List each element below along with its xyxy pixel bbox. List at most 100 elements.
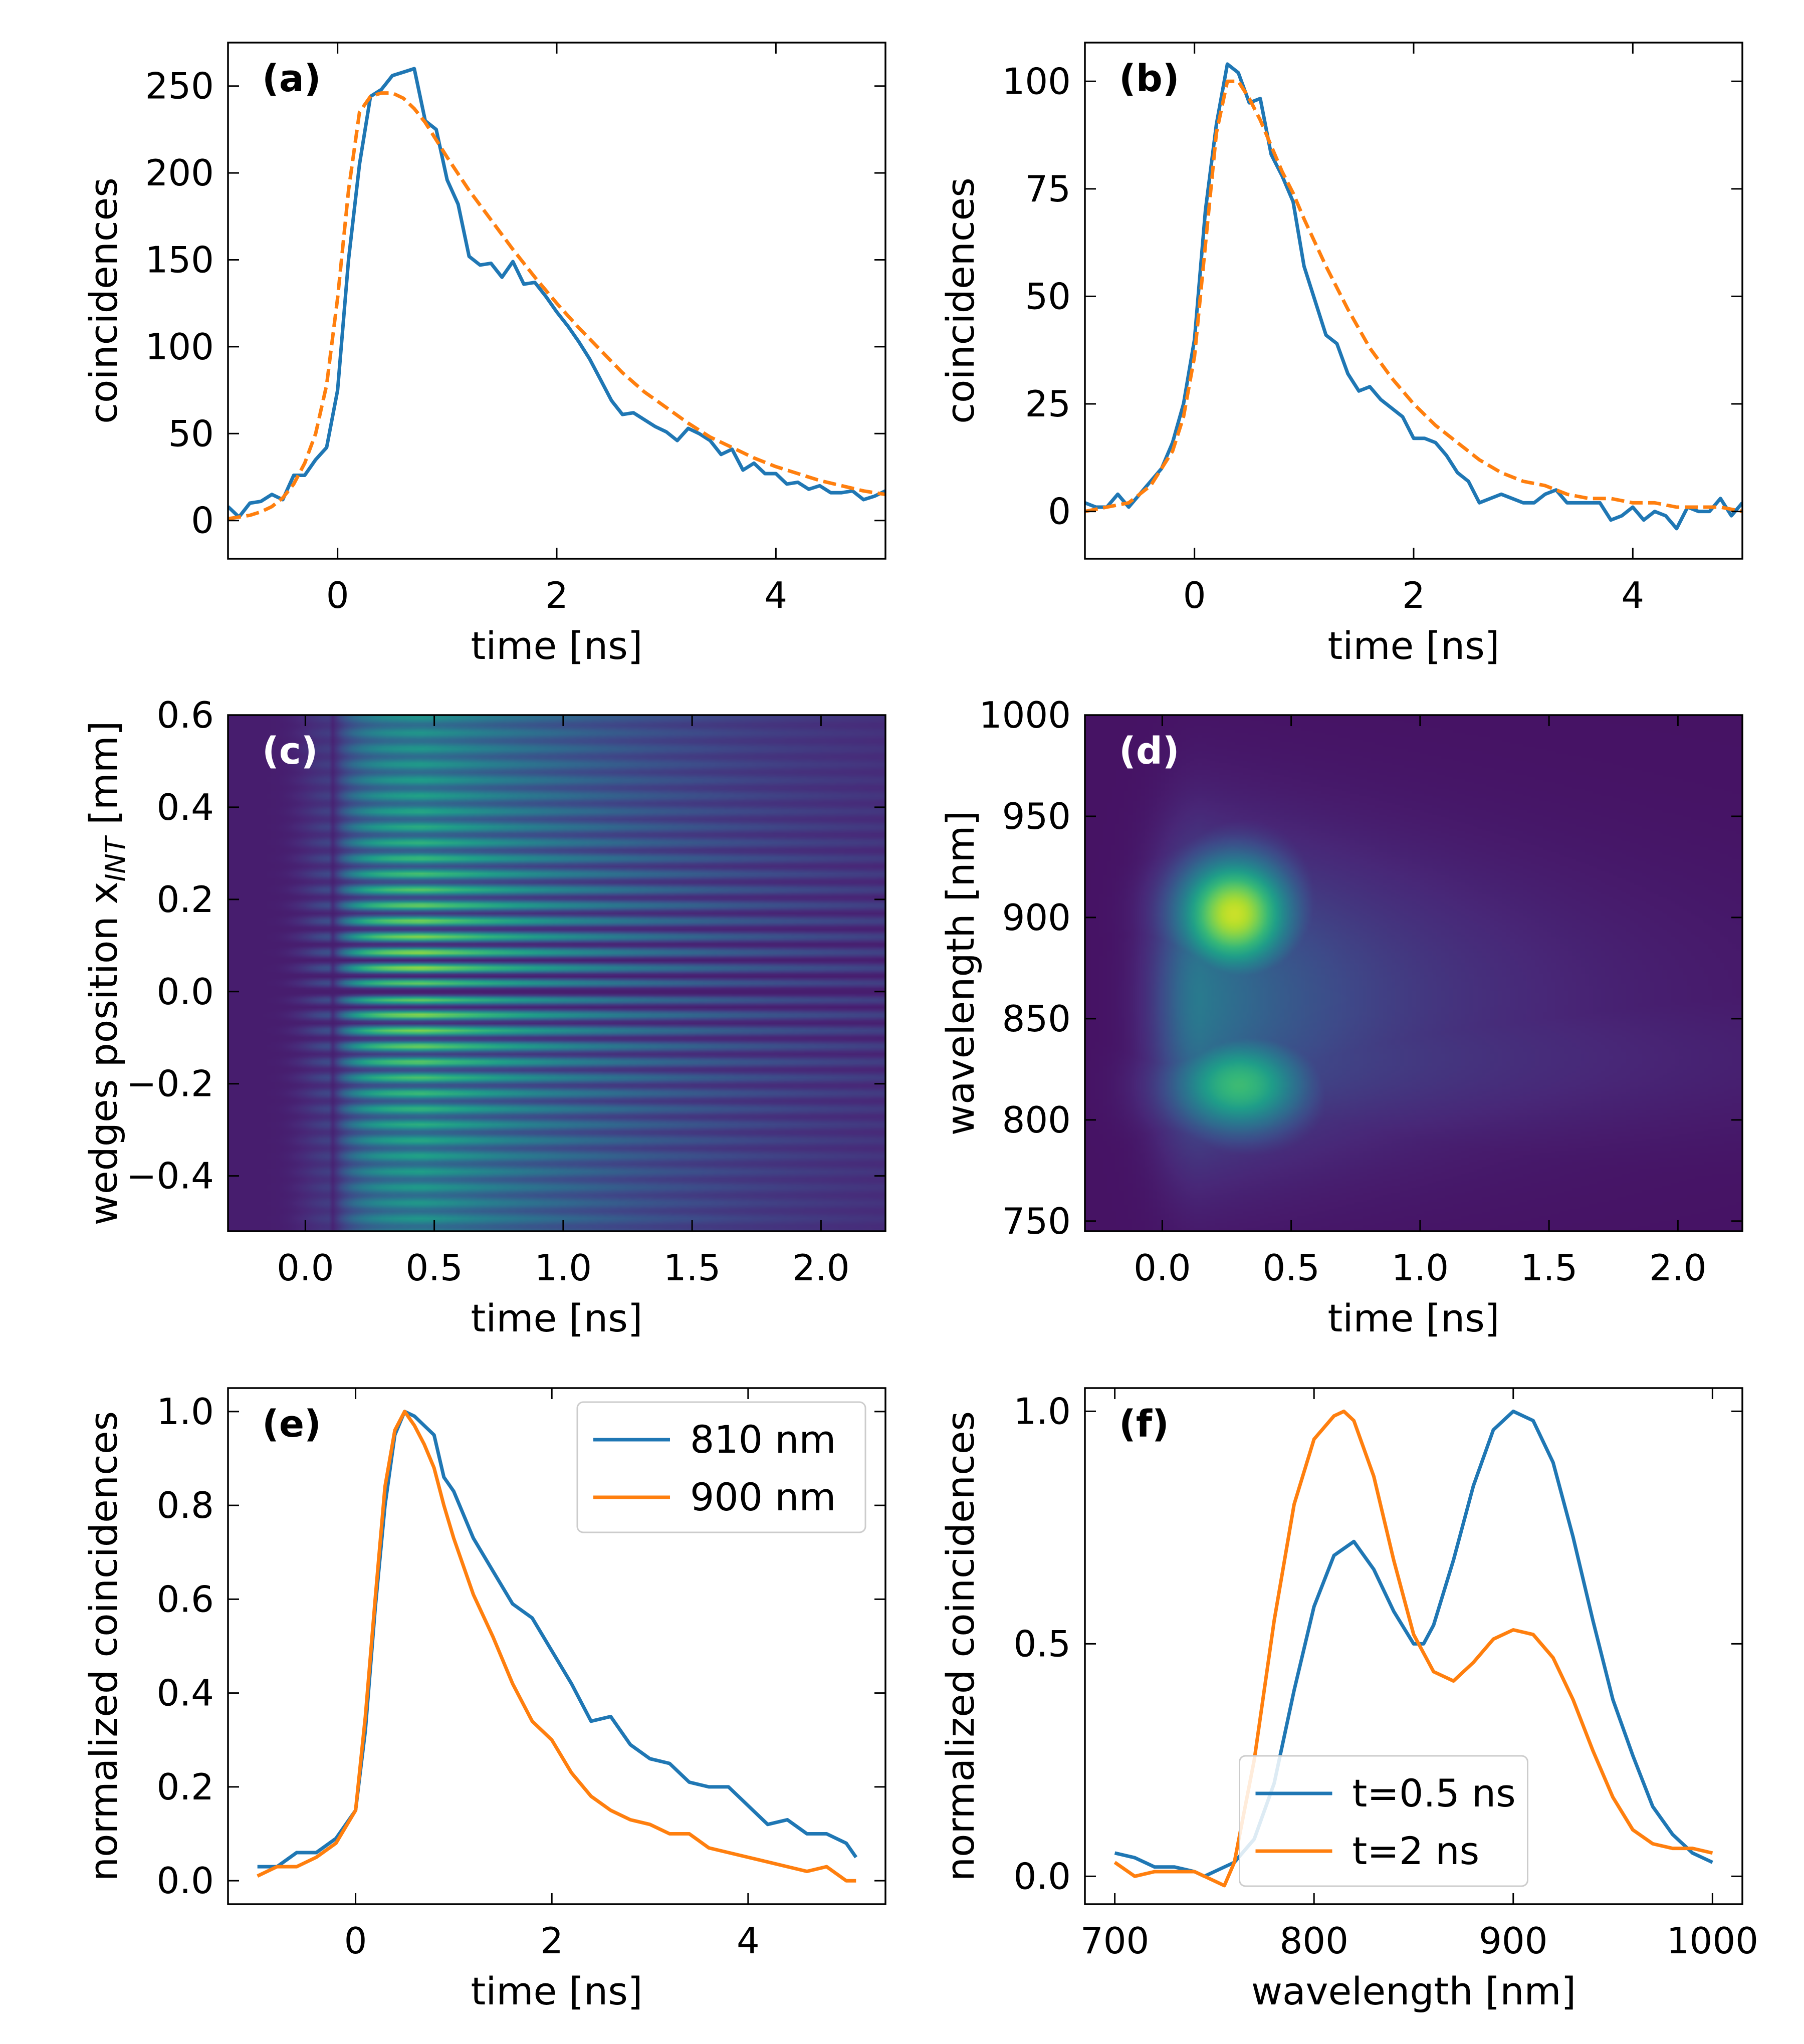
y-tick-label: 1.0 (156, 1391, 214, 1433)
y-tick-label: 200 (145, 152, 214, 194)
y-tick-label: 0.0 (1013, 1855, 1071, 1897)
y-tick-label: 100 (145, 326, 214, 368)
y-label-unit: [mm] (81, 721, 126, 837)
x-tick-label: 2 (1402, 574, 1425, 616)
x-tick-label: 4 (764, 574, 787, 616)
panel-label: (c) (262, 730, 318, 773)
y-tick-label: 0.2 (156, 878, 214, 921)
x-tick-label: 0 (1183, 574, 1206, 616)
plot-frame (227, 1387, 886, 1905)
y-tick-label: 0.6 (156, 694, 214, 736)
y-tick-label: 50 (1025, 275, 1071, 317)
y-axis-label: wedges position xINT [mm] (81, 721, 131, 1226)
legend-box (576, 1401, 866, 1533)
x-tick-label: 0.0 (1134, 1247, 1191, 1289)
x-tick-label: 0.5 (405, 1247, 463, 1289)
y-tick-label: 0 (1048, 491, 1071, 533)
y-tick-label: 1000 (979, 694, 1071, 736)
x-axis-label: time [ns] (471, 623, 643, 668)
x-tick-label: 2 (545, 574, 568, 616)
x-tick-label: 0 (344, 1920, 367, 1962)
y-label-subscript: INT (100, 835, 131, 881)
x-tick-label: 900 (1479, 1920, 1547, 1962)
x-axis-label: time [ns] (1328, 623, 1500, 668)
panel-a: 0 2 4 0 50 100 150 200 250 time [ns] coincidences (… (81, 42, 886, 668)
y-tick-label: 800 (1002, 1099, 1071, 1141)
legend-box (1239, 1755, 1528, 1887)
y-tick-label: 75 (1025, 168, 1071, 210)
x-axis-label: time [ns] (471, 1969, 643, 2013)
x-axis-label: time [ns] (471, 1296, 643, 1340)
y-tick-label: 25 (1025, 383, 1071, 425)
x-tick-label: 2.0 (1649, 1247, 1707, 1289)
panel-b: 0 2 4 0 25 50 75 100 time [ns] coincidences (b) (938, 42, 1743, 668)
y-tick-label: 50 (168, 412, 214, 455)
x-tick-label: 0 (326, 574, 349, 616)
series-line-measured (1085, 62, 1742, 531)
y-tick-label: 0 (191, 500, 214, 542)
x-tick-label: 4 (1621, 574, 1644, 616)
y-tick-label: 1.0 (1013, 1390, 1071, 1432)
legend-label: 810 nm (690, 1417, 836, 1462)
series-line-fit (228, 91, 885, 521)
x-tick-label: 1000 (1667, 1920, 1758, 1962)
x-tick-label: 0.5 (1262, 1247, 1320, 1289)
panel-c: 0.0 0.5 1.0 1.5 2.0 −0.4 −0.2 0.0 0.2 0.4 0.6 time … (81, 694, 886, 1340)
series-line-fit (1085, 79, 1742, 514)
y-tick-label: 900 (1002, 896, 1071, 939)
heatmap-image (1085, 715, 1742, 1231)
panel-e: 0 2 4 0.0 0.2 0.4 0.6 0.8 1.0 time [ns] normalized… (81, 1387, 886, 2013)
y-tick-label: −0.4 (126, 1155, 214, 1197)
panel-label: (e) (262, 1403, 321, 1446)
plot-frame (1084, 1387, 1743, 1905)
y-axis-label: wavelength [nm] (938, 811, 983, 1135)
y-tick-label: 0.4 (156, 786, 214, 828)
y-tick-label: 0.8 (156, 1484, 214, 1526)
x-tick-label: 0.0 (277, 1247, 334, 1289)
y-tick-label: 0.0 (156, 1860, 214, 1902)
heatmap-image (228, 715, 885, 1231)
y-tick-label: 0.6 (156, 1578, 214, 1620)
series-line-t-2-ns (1113, 1409, 1713, 1888)
panel-label: (a) (262, 57, 321, 100)
y-axis-label: coincidences (81, 177, 126, 424)
y-tick-label: 0.0 (156, 971, 214, 1013)
x-tick-label: 1.0 (535, 1247, 592, 1289)
panel-label: (f) (1119, 1403, 1169, 1446)
panel-d: 0.0 0.5 1.0 1.5 2.0 750 800 850 900 950 1000 time [… (938, 694, 1743, 1340)
legend: t=0.5 ns t=2 ns (1239, 1755, 1528, 1887)
y-tick-label: 150 (145, 239, 214, 281)
series-line-900-nm (257, 1410, 856, 1883)
y-tick-label: 850 (1002, 998, 1071, 1040)
legend-label: 900 nm (690, 1475, 836, 1519)
series-group (1113, 1409, 1713, 1888)
y-tick-label: 100 (1002, 60, 1071, 102)
x-axis-label: wavelength [nm] (1251, 1969, 1576, 2013)
series-group (228, 67, 885, 521)
series-group (257, 1410, 858, 1883)
plot-frame (1084, 42, 1743, 560)
x-tick-label: 2 (540, 1920, 563, 1962)
legend-label: t=2 ns (1352, 1829, 1480, 1873)
plot-frame (227, 714, 886, 1232)
panel-f: 700 800 900 1000 0.0 0.5 1.0 wavelength [nm] nor… (938, 1387, 1758, 2013)
y-axis-label: coincidences (938, 177, 983, 424)
x-tick-label: 800 (1279, 1920, 1348, 1962)
series-line-t-0-5-ns (1114, 1409, 1713, 1878)
x-tick-label: 4 (737, 1920, 760, 1962)
series-group (1085, 62, 1742, 531)
x-tick-label: 2.0 (792, 1247, 850, 1289)
x-tick-label: 700 (1080, 1920, 1149, 1962)
plot-frame (1084, 714, 1743, 1232)
x-tick-label: 1.5 (663, 1247, 721, 1289)
y-tick-label: 950 (1002, 795, 1071, 837)
x-tick-label: 1.0 (1392, 1247, 1449, 1289)
y-label-main: wedges position x (81, 881, 126, 1225)
y-tick-label: 250 (145, 65, 214, 107)
y-tick-label: 0.2 (156, 1766, 214, 1808)
y-axis-label: normalized coincidences (81, 1411, 126, 1881)
y-tick-label: 0.5 (1013, 1623, 1071, 1665)
panel-label: (b) (1119, 57, 1180, 100)
y-axis-label: normalized coincidences (938, 1411, 983, 1881)
